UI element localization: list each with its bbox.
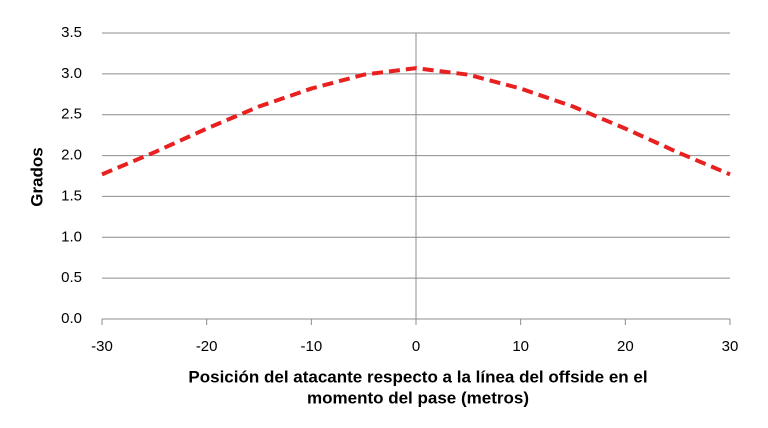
y-tick-label: 0.0 [61, 310, 82, 327]
x-tick-label: 20 [617, 338, 634, 355]
x-tick-label: -30 [91, 338, 113, 355]
x-tick-label: 30 [722, 338, 739, 355]
y-tick-label: 3.0 [61, 65, 82, 82]
line-series [101, 66, 731, 177]
x-tick-label: -20 [196, 338, 218, 355]
y-axis-label: Grados [27, 147, 46, 207]
x-axis-label: momento del pase (metros) [307, 388, 529, 407]
y-tick-label: 1.0 [61, 228, 82, 245]
x-tick-label: -10 [300, 338, 322, 355]
y-tick-label: 2.5 [61, 106, 82, 123]
y-tick-label: 2.0 [61, 147, 82, 164]
x-axis-label: Posición del atacante respecto a la líne… [188, 367, 647, 386]
y-tick-label: 1.5 [61, 187, 82, 204]
x-tick-label: 10 [512, 338, 529, 355]
y-tick-label: 3.5 [61, 24, 82, 41]
y-tick-label: 0.5 [61, 269, 82, 286]
x-tick-label: 0 [412, 338, 420, 355]
